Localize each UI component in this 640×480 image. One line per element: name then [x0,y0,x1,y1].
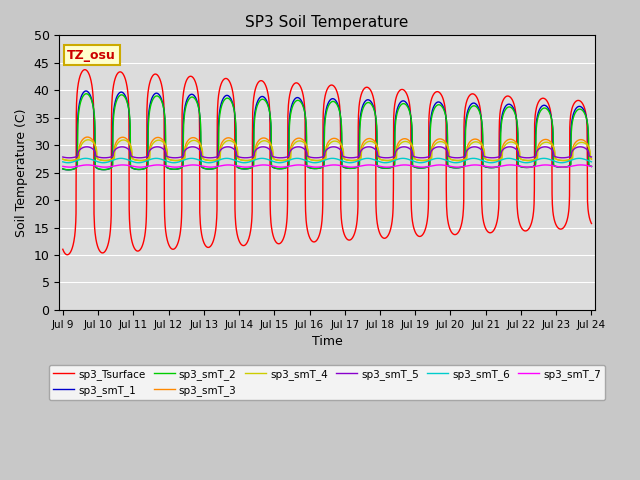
sp3_smT_2 [303,124,310,130]
sp3_smT_3 [84,134,92,140]
sp3_smT_1 [317,165,324,171]
sp3_smT_7 [573,162,580,168]
sp3_Tsurface [573,98,580,104]
sp3_smT_3 [317,157,324,163]
sp3_smT_4 [476,140,483,146]
Line: sp3_smT_1: sp3_smT_1 [63,91,591,170]
sp3_smT_5 [65,155,73,161]
sp3_smT_3 [588,156,595,162]
sp3_smT_4 [573,142,580,147]
sp3_smT_7 [86,162,93,168]
sp3_smT_3 [573,139,580,144]
sp3_smT_3 [573,138,580,144]
sp3_Tsurface [86,75,94,81]
sp3_smT_1 [86,93,94,98]
sp3_smT_2 [317,165,324,171]
sp3_smT_4 [86,137,94,143]
sp3_Tsurface [476,103,483,108]
sp3_smT_6 [476,156,483,162]
Legend: sp3_Tsurface, sp3_smT_1, sp3_smT_2, sp3_smT_3, sp3_smT_4, sp3_smT_5, sp3_smT_6, : sp3_Tsurface, sp3_smT_1, sp3_smT_2, sp3_… [49,364,605,400]
Line: sp3_smT_6: sp3_smT_6 [63,158,591,163]
sp3_smT_1 [588,164,595,169]
sp3_smT_7 [572,162,580,168]
sp3_Tsurface [588,221,595,227]
sp3_smT_2 [83,91,90,96]
sp3_smT_5 [302,148,310,154]
sp3_smT_2 [86,95,94,100]
sp3_smT_2 [65,167,72,173]
sp3_smT_4 [573,142,580,147]
sp3_smT_6 [64,160,72,166]
sp3_smT_5 [476,145,483,151]
sp3_Tsurface [59,246,67,252]
sp3_smT_3 [59,156,67,162]
X-axis label: Time: Time [312,335,342,348]
sp3_smT_1 [82,88,90,94]
sp3_smT_2 [588,164,595,169]
sp3_Tsurface [303,220,310,226]
sp3_smT_7 [476,162,483,168]
sp3_smT_6 [86,156,94,162]
sp3_Tsurface [63,252,71,258]
sp3_smT_7 [588,164,595,169]
Text: TZ_osu: TZ_osu [67,48,116,61]
Line: sp3_smT_2: sp3_smT_2 [63,94,591,170]
sp3_smT_5 [573,144,580,150]
sp3_smT_1 [65,167,72,173]
sp3_smT_4 [588,156,595,162]
sp3_Tsurface [81,67,88,72]
sp3_smT_2 [476,109,483,115]
sp3_smT_4 [59,156,67,162]
sp3_smT_5 [573,144,580,150]
Title: SP3 Soil Temperature: SP3 Soil Temperature [246,15,409,30]
sp3_smT_6 [573,156,580,161]
sp3_smT_4 [302,142,310,148]
sp3_smT_2 [59,166,67,172]
sp3_smT_7 [59,164,67,169]
sp3_smT_7 [316,164,324,170]
sp3_smT_3 [86,135,94,141]
sp3_smT_6 [588,159,595,165]
sp3_smT_1 [476,108,483,114]
sp3_smT_7 [242,164,250,170]
sp3_Tsurface [573,98,580,104]
sp3_smT_6 [302,158,310,164]
sp3_smT_6 [316,159,324,165]
sp3_smT_6 [573,156,580,161]
sp3_smT_3 [303,142,310,148]
sp3_smT_2 [573,108,580,114]
sp3_smT_2 [573,108,580,114]
sp3_smT_6 [59,159,67,165]
sp3_smT_5 [86,144,94,150]
Line: sp3_smT_3: sp3_smT_3 [63,137,591,160]
sp3_smT_5 [588,154,595,160]
sp3_smT_6 [399,156,407,161]
Line: sp3_smT_4: sp3_smT_4 [63,140,591,160]
sp3_smT_1 [573,105,580,110]
sp3_smT_5 [316,155,324,160]
sp3_smT_7 [302,163,310,168]
sp3_smT_4 [316,157,324,163]
sp3_smT_5 [59,154,67,160]
sp3_smT_3 [242,157,250,163]
sp3_smT_1 [303,161,310,167]
sp3_Tsurface [317,228,324,234]
sp3_smT_5 [400,144,408,150]
Line: sp3_smT_5: sp3_smT_5 [63,147,591,158]
sp3_smT_4 [419,157,427,163]
Line: sp3_Tsurface: sp3_Tsurface [63,70,591,255]
sp3_smT_1 [59,166,67,172]
sp3_smT_3 [476,138,483,144]
sp3_smT_4 [84,137,92,143]
Line: sp3_smT_7: sp3_smT_7 [63,165,591,167]
Y-axis label: Soil Temperature (C): Soil Temperature (C) [15,108,28,237]
sp3_smT_7 [577,162,585,168]
sp3_smT_1 [573,105,580,111]
